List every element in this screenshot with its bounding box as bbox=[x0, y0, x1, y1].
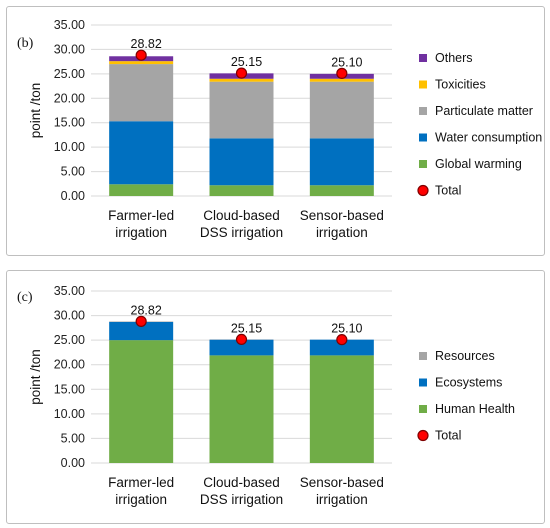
total-label-b-2: 25.10 bbox=[331, 55, 362, 69]
bar-c-ecosystems-1 bbox=[209, 339, 274, 356]
y-tick-label-c-3: 15.00 bbox=[54, 382, 85, 396]
category-label-c-2-0: Sensor-based bbox=[300, 475, 384, 490]
total-label-c-2: 25.10 bbox=[331, 322, 362, 336]
y-tick-label-c-4: 20.00 bbox=[54, 358, 85, 372]
bar-c-ecosystems-0 bbox=[109, 321, 174, 341]
y-tick-label-c-2: 10.00 bbox=[54, 407, 85, 421]
category-label-c-2-1: irrigation bbox=[316, 492, 368, 507]
bar-c-human-health-0 bbox=[109, 340, 174, 463]
bar-b-water-consumption-1 bbox=[209, 138, 274, 186]
bar-b-global-warming-2 bbox=[309, 185, 374, 196]
total-label-b-0: 28.82 bbox=[131, 37, 162, 51]
y-tick-label-b-4: 20.00 bbox=[54, 91, 85, 105]
y-tick-label-b-3: 15.00 bbox=[54, 116, 85, 130]
legend-label-c-human-health: Human Health bbox=[435, 402, 515, 416]
y-tick-label-b-5: 25.00 bbox=[54, 67, 85, 81]
total-marker-b-0 bbox=[135, 49, 147, 61]
chart-c-svg: (c) 0.00 5.00 10.00 15.00 20.00 25.00 30.00 35.0… bbox=[17, 284, 515, 507]
legend-swatch-c-human-health bbox=[419, 405, 427, 413]
total-label-c-1: 25.15 bbox=[231, 321, 262, 335]
total-label-b-1: 25.15 bbox=[231, 55, 262, 69]
total-marker-c-2 bbox=[336, 334, 348, 346]
legend-label-b-water-consumption: Water consumption bbox=[435, 131, 542, 145]
bar-c-human-health-1 bbox=[209, 355, 274, 463]
total-marker-b-1 bbox=[235, 67, 248, 79]
category-label-b-0-0: Farmer-led bbox=[108, 208, 174, 223]
y-tick-label-b-6: 30.00 bbox=[54, 42, 85, 56]
bar-b-particulate-matter-0 bbox=[109, 64, 174, 122]
bar-b-toxicities-1 bbox=[209, 78, 274, 82]
category-label-b-1-0: Cloud-based bbox=[203, 208, 280, 223]
y-axis-label-b: point /ton bbox=[28, 83, 43, 139]
legend-swatch-c-ecosystems bbox=[419, 378, 427, 387]
bar-b-toxicities-2 bbox=[309, 78, 374, 82]
legend-swatch-b-water-consumption bbox=[419, 133, 427, 142]
total-marker-b-2 bbox=[336, 67, 348, 79]
legend-label-c-total: Total bbox=[435, 429, 461, 443]
bar-b-toxicities-0 bbox=[109, 61, 174, 65]
category-label-c-0-1: irrigation bbox=[115, 492, 167, 507]
y-tick-label-c-1: 5.00 bbox=[61, 431, 85, 445]
legend-label-b-total: Total bbox=[435, 184, 461, 198]
category-label-b-0-1: irrigation bbox=[115, 225, 167, 240]
category-label-b-2-0: Sensor-based bbox=[300, 208, 384, 223]
bar-b-global-warming-0 bbox=[109, 184, 174, 196]
chart-b-svg: (b) 0.00 5.00 10.00 15.00 20.00 25.00 30.00 35.0… bbox=[17, 18, 542, 240]
legend-label-c-ecosystems: Ecosystems bbox=[435, 376, 502, 390]
y-tick-label-c-7: 35.00 bbox=[54, 284, 85, 298]
total-marker-c-1 bbox=[235, 333, 248, 346]
bar-b-particulate-matter-1 bbox=[209, 81, 274, 139]
total-marker-c-0 bbox=[135, 315, 147, 327]
y-tick-label-b-2: 10.00 bbox=[54, 140, 85, 154]
y-tick-label-b-7: 35.00 bbox=[54, 18, 85, 32]
y-tick-label-b-0: 0.00 bbox=[61, 189, 85, 203]
panel-b-chart: (b) 0.00 5.00 10.00 15.00 20.00 25.00 30.00 35.0… bbox=[6, 6, 545, 256]
category-label-c-1-0: Cloud-based bbox=[203, 475, 280, 490]
panel-label-b: (b) bbox=[17, 36, 34, 51]
category-label-c-1-1: DSS irrigation bbox=[200, 492, 283, 507]
category-label-b-2-1: irrigation bbox=[316, 225, 368, 240]
legend-label-b-toxicities: Toxicities bbox=[435, 78, 486, 92]
bar-b-water-consumption-2 bbox=[309, 138, 374, 186]
bar-c-ecosystems-2 bbox=[309, 339, 374, 356]
bar-c-human-health-2 bbox=[309, 355, 374, 463]
y-tick-label-c-0: 0.00 bbox=[61, 456, 85, 470]
panel-label-c: (c) bbox=[17, 290, 33, 305]
y-axis-label-c: point /ton bbox=[28, 349, 43, 405]
legend-label-c-resources: Resources bbox=[435, 349, 495, 363]
y-tick-label-c-5: 25.00 bbox=[54, 333, 85, 347]
legend-label-b-particulate-matter: Particulate matter bbox=[435, 104, 533, 118]
bar-b-water-consumption-0 bbox=[109, 121, 174, 185]
legend-swatch-c-resources bbox=[419, 352, 427, 360]
category-label-b-1-1: DSS irrigation bbox=[200, 225, 283, 240]
bar-b-particulate-matter-2 bbox=[309, 81, 374, 139]
legend-label-b-others: Others bbox=[435, 51, 473, 65]
panel-c-chart: (c) 0.00 5.00 10.00 15.00 20.00 25.00 30.00 35.0… bbox=[6, 270, 545, 524]
category-label-c-0-0: Farmer-led bbox=[108, 475, 174, 490]
legend-swatch-b-particulate-matter bbox=[419, 107, 427, 115]
legend-swatch-c-total bbox=[417, 429, 429, 442]
legend-swatch-b-toxicities bbox=[419, 80, 427, 89]
bar-b-global-warming-1 bbox=[209, 185, 274, 196]
legend-swatch-b-others bbox=[419, 54, 427, 62]
y-tick-label-c-6: 30.00 bbox=[54, 309, 85, 323]
total-label-c-0: 28.82 bbox=[131, 303, 162, 317]
legend-label-b-global-warming: Global warming bbox=[435, 157, 522, 171]
y-tick-label-b-1: 5.00 bbox=[61, 165, 85, 179]
legend-swatch-b-total bbox=[417, 184, 429, 197]
legend-swatch-b-global-warming bbox=[419, 160, 427, 168]
